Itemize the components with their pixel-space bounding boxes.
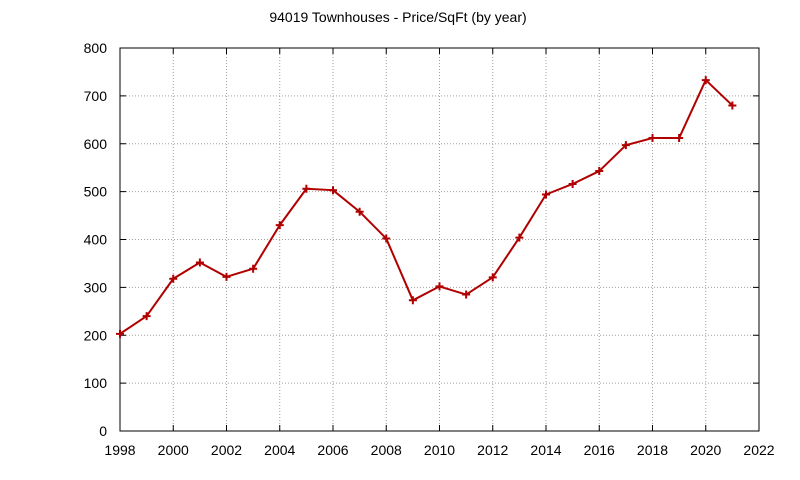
data-point: [195, 258, 204, 267]
x-tick-label: 2000: [158, 442, 189, 458]
x-axis-ticks: 1998 2000 2002 2004 2006 2008 2010 2012 2014 2016…: [104, 48, 775, 458]
x-tick-label: 2014: [530, 442, 561, 458]
x-tick-label: 2010: [424, 442, 455, 458]
y-axis-ticks: 0 100 200 300 400 500 600 700 800: [84, 40, 759, 439]
y-tick-label: 400: [84, 232, 108, 248]
series-group: [116, 76, 737, 338]
data-point: [542, 190, 550, 199]
data-point: [515, 233, 524, 242]
data-point: [648, 134, 657, 143]
y-tick-label: 100: [84, 375, 108, 391]
x-tick-label: 2020: [690, 442, 721, 458]
data-point: [142, 312, 151, 321]
data-point: [222, 272, 231, 281]
x-tick-label: 2012: [477, 442, 508, 458]
x-tick-label: 2006: [317, 442, 348, 458]
data-point: [249, 264, 258, 273]
series-line: [119, 79, 734, 335]
y-tick-label: 500: [84, 184, 108, 200]
data-point: [355, 207, 364, 216]
data-point: [408, 296, 417, 305]
data-point: [488, 273, 497, 282]
data-point: [302, 184, 311, 193]
data-point: [329, 186, 337, 195]
data-point: [728, 101, 737, 110]
data-point: [701, 76, 710, 85]
data-point: [382, 234, 391, 243]
x-tick-label: 2016: [584, 442, 615, 458]
y-tick-label: 200: [84, 327, 108, 343]
data-point: [462, 290, 471, 299]
y-tick-label: 0: [99, 423, 107, 439]
data-point: [675, 134, 684, 143]
y-tick-label: 600: [84, 136, 108, 152]
data-point: [621, 141, 630, 150]
x-tick-label: 2002: [211, 442, 242, 458]
y-tick-label: 300: [84, 279, 108, 295]
data-point: [595, 167, 604, 176]
y-tick-label: 700: [84, 88, 108, 104]
y-tick-label: 800: [84, 40, 108, 56]
grid: [120, 48, 759, 431]
x-tick-label: 1998: [104, 442, 135, 458]
data-point: [435, 282, 444, 291]
data-point: [169, 274, 178, 283]
data-point: [275, 221, 284, 230]
x-tick-label: 2008: [371, 442, 402, 458]
chart-title: 94019 Townhouses - Price/SqFt (by year): [269, 9, 526, 25]
x-tick-label: 2004: [264, 442, 295, 458]
data-point: [568, 179, 577, 188]
x-tick-label: 2022: [743, 442, 774, 458]
x-tick-label: 2018: [637, 442, 668, 458]
data-point: [116, 329, 124, 338]
